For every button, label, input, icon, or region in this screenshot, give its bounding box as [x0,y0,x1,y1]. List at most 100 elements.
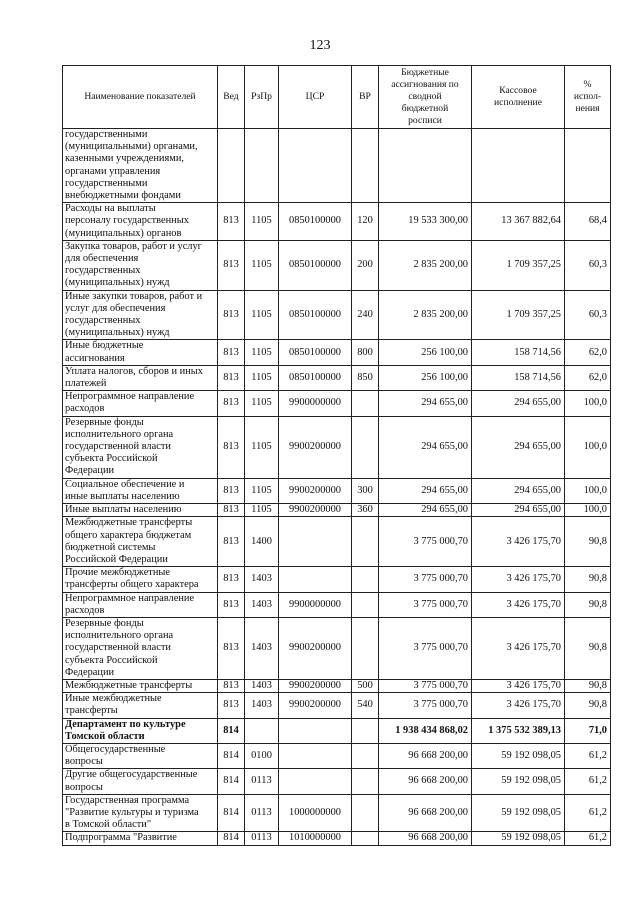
cell-csr: 9900200000 [278,415,352,479]
cell-vr: 800 [351,339,379,366]
cell-vr: 360 [351,503,379,518]
cell-budget: 2 835 200,00 [378,239,472,291]
table-row: Государственная программа "Развитие куль… [62,793,611,833]
cell-budget: 294 655,00 [378,503,472,518]
cell-pct: 60,3 [564,239,611,291]
cell-cash: 3 426 175,70 [471,566,565,593]
column-header-cash: Кассовое исполнение [471,65,565,129]
cell-ved: 813 [217,516,245,568]
cell-rzpr: 1105 [244,415,279,479]
cell-budget: 19 533 300,00 [378,202,472,241]
cell-rzpr [244,717,279,744]
cell-cash [471,127,565,204]
cell-rzpr: 1403 [244,616,279,680]
table-row: Иные выплаты населению 813 1105 9900200000 3… [62,503,611,518]
cell-budget: 3 775 000,70 [378,678,472,694]
cell-vr: 240 [351,289,379,341]
cell-csr: 1010000000 [278,831,352,846]
column-header-csr: ЦСР [278,65,352,129]
cell-name: Закупка товаров, работ и услуг для обесп… [62,239,218,291]
cell-ved: 813 [217,339,245,366]
table-row: Департамент по культуре Томской области 8… [62,717,611,744]
cell-name: Непрограммное направление расходов [62,390,218,417]
cell-ved: 813 [217,364,245,392]
cell-ved: 813 [217,566,245,593]
cell-csr: 0850100000 [278,202,352,241]
cell-ved: 813 [217,692,245,719]
cell-budget: 96 668 200,00 [378,831,472,846]
cell-rzpr: 1403 [244,566,279,593]
cell-name: Резервные фонды исполнительного органа г… [62,616,218,680]
cell-rzpr: 1105 [244,339,279,366]
cell-budget: 3 775 000,70 [378,566,472,593]
cell-cash: 59 192 098,05 [471,742,565,770]
cell-ved: 813 [217,390,245,417]
cell-budget: 96 668 200,00 [378,742,472,770]
cell-cash: 158 714,56 [471,364,565,392]
cell-vr [351,591,379,618]
cell-vr [351,793,379,833]
cell-rzpr: 0100 [244,742,279,770]
table-row: Прочие межбюджетные трансферты общего ха… [62,566,611,593]
cell-budget: 294 655,00 [378,390,472,417]
cell-vr [351,127,379,204]
table-row: Резервные фонды исполнительного органа г… [62,415,611,479]
cell-budget: 96 668 200,00 [378,768,472,795]
cell-vr [351,717,379,744]
table-row: Межбюджетные трансферты 813 1403 9900200000… [62,678,611,694]
page-number: 123 [309,38,331,53]
cell-rzpr: 1403 [244,678,279,694]
table-row: Расходы на выплаты персоналу государстве… [62,202,611,241]
cell-vr: 200 [351,239,379,291]
cell-pct: 100,0 [564,390,611,417]
table-row: Другие общегосударственные вопросы 814 011… [62,768,611,795]
cell-csr: 9900200000 [278,616,352,680]
cell-cash: 1 709 357,25 [471,239,565,291]
cell-pct: 61,2 [564,831,611,846]
cell-name: Расходы на выплаты персоналу государстве… [62,202,218,241]
cell-cash: 294 655,00 [471,390,565,417]
cell-name: Подпрограмма "Развитие [62,831,218,846]
cell-vr: 540 [351,692,379,719]
cell-ved: 813 [217,202,245,241]
cell-budget: 256 100,00 [378,364,472,392]
cell-cash: 158 714,56 [471,339,565,366]
cell-pct: 61,2 [564,793,611,833]
table-row: Уплата налогов, сборов и иных платежей 81… [62,364,611,392]
cell-budget: 3 775 000,70 [378,591,472,618]
table-row: Непрограммное направление расходов 813 110… [62,390,611,417]
cell-csr: 0850100000 [278,289,352,341]
cell-pct: 90,8 [564,516,611,568]
cell-csr: 9900000000 [278,390,352,417]
table-row: Социальное обеспечение и иные выплаты на… [62,477,611,505]
column-header-name: Наименование показателей [62,65,218,129]
cell-cash: 3 426 175,70 [471,516,565,568]
table-row: Закупка товаров, работ и услуг для обесп… [62,239,611,291]
cell-name: Общегосударственные вопросы [62,742,218,770]
cell-csr: 0850100000 [278,239,352,291]
cell-vr: 300 [351,477,379,505]
cell-ved: 813 [217,415,245,479]
cell-csr: 0850100000 [278,364,352,392]
cell-vr: 500 [351,678,379,694]
cell-rzpr: 1105 [244,202,279,241]
table-row: Иные межбюджетные трансферты 813 1403 99002… [62,692,611,719]
budget-table: Наименование показателей Вед РзПр ЦСР ВР Бюдж… [62,65,611,846]
cell-name: Иные бюджетные ассигнования [62,339,218,366]
cell-ved: 813 [217,591,245,618]
cell-pct: 90,8 [564,566,611,593]
cell-ved: 814 [217,793,245,833]
cell-ved: 813 [217,289,245,341]
cell-cash: 1 375 532 389,13 [471,717,565,744]
cell-name: Иные выплаты населению [62,503,218,518]
cell-vr [351,616,379,680]
cell-budget: 3 775 000,70 [378,692,472,719]
cell-pct: 68,4 [564,202,611,241]
cell-rzpr: 1105 [244,503,279,518]
cell-budget: 3 775 000,70 [378,516,472,568]
cell-csr: 9900200000 [278,678,352,694]
cell-name: Непрограммное направление расходов [62,591,218,618]
cell-budget: 294 655,00 [378,477,472,505]
cell-cash: 294 655,00 [471,503,565,518]
cell-csr [278,717,352,744]
